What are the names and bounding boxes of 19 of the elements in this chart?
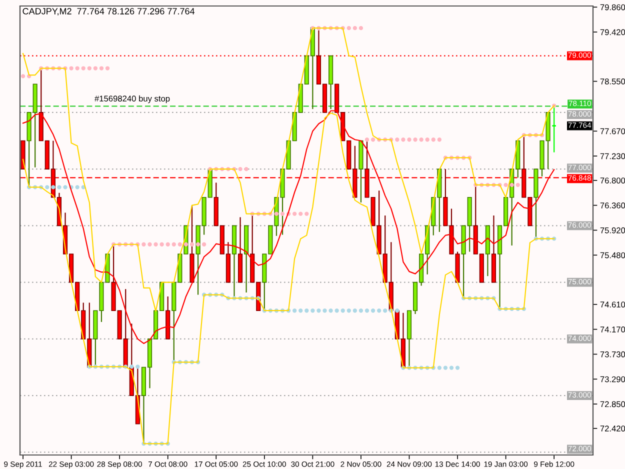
y-tick-label: 76.360 <box>600 202 625 208</box>
y-tick-label: 75.480 <box>600 252 625 258</box>
chart-title: CADJPY,M2 77.764 78.126 77.296 77.764 <box>22 8 195 16</box>
y-tick-label: 76.800 <box>600 178 625 184</box>
y-tick-label: 75.920 <box>600 227 625 234</box>
annotation: #15698240 buy stop <box>94 95 170 104</box>
y-tick-label: 74.170 <box>600 326 625 332</box>
y-tick-label: 72.420 <box>600 426 625 432</box>
line-series <box>22 112 555 444</box>
y-tick-label: 74.610 <box>600 302 625 308</box>
y-tick-label: 73.730 <box>600 351 625 358</box>
y-tick-label: 79.420 <box>600 29 625 36</box>
y-tick-label: 77.670 <box>600 128 625 134</box>
y-tick-label: 73.290 <box>600 376 625 382</box>
y-tick-label: 78.550 <box>600 78 625 84</box>
y-tick-label: 79.860 <box>600 4 625 10</box>
line-series <box>22 28 555 312</box>
y-tick-label: 72.850 <box>600 401 625 408</box>
y-tick-label: 77.230 <box>600 153 625 160</box>
